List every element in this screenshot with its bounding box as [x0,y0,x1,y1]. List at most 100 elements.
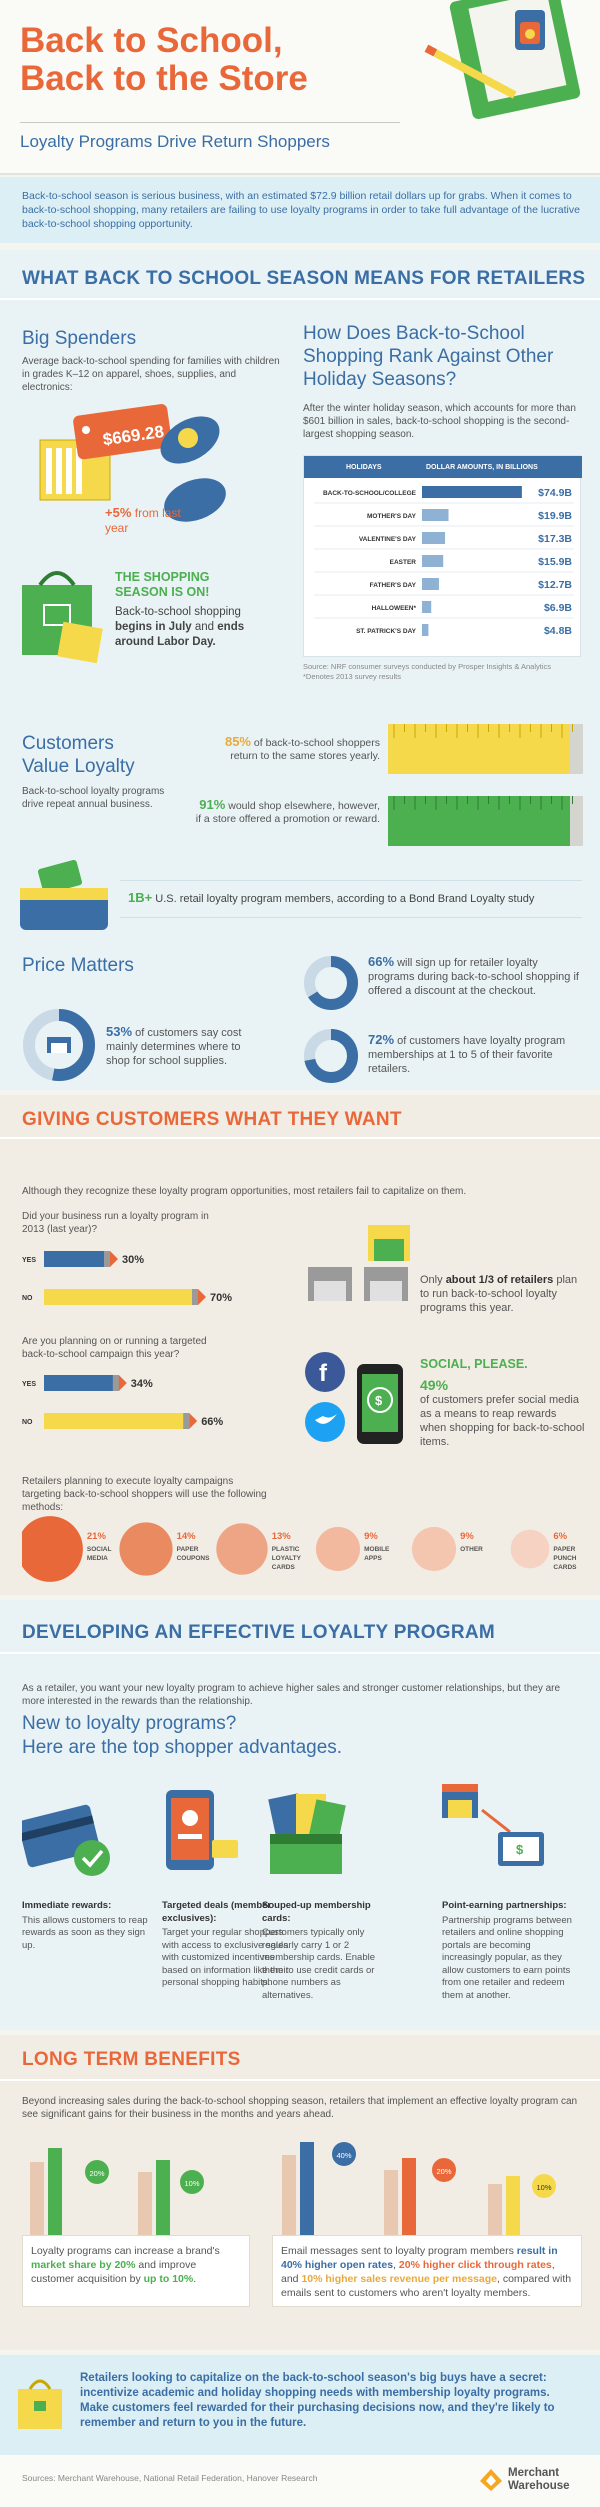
price-stat-1-value: 53% [106,1024,133,1039]
price-stat-3: 72% of customers have loyalty program me… [368,1033,583,1076]
badge-right-40: 40% [336,2151,351,2160]
left-d: up to 10% [143,2273,194,2285]
rank-category-label: BACK-TO-SCHOOL/COLLEGE [323,490,417,497]
donut-66 [304,956,358,1010]
increase-label: from last year [105,506,181,535]
price-heading: Price Matters [22,955,134,976]
pencil-tip [198,1289,206,1305]
method-value: 14% [177,1531,197,1542]
rank-bar [422,578,439,590]
q2-bar-chart: YES 34% NO 66% [22,1375,223,1429]
section-title-giving: GIVING CUSTOMERS WHAT THEY WANT [22,1109,402,1130]
big-spenders-heading: Big Spenders [22,328,137,349]
yes-no-label: NO [22,1295,33,1302]
yes-no-value: 34% [131,1378,153,1390]
intro-band: Back-to-school season is serious busines… [0,177,600,243]
rank-source-1: Source: NRF consumer surveys conducted b… [303,662,552,671]
social-icons: f $ [305,1352,403,1444]
advantage-text: Customers typically only regularly carry… [262,1927,375,2001]
price-stat-2-value: 66% [368,954,395,969]
right-benefit-bars [282,2142,520,2237]
section-developing: DEVELOPING AN EFFECTIVE LOYALTY PROGRAM … [0,1600,600,2030]
logo-icon [480,2469,502,2491]
question-2: Are you planning on or running a targete… [22,1336,207,1360]
loyalty-heading-2: Value Loyalty [22,756,135,777]
section-rule [0,298,600,300]
social-block: SOCIAL, PLEASE. 49% of customers prefer … [420,1357,585,1449]
benefits-intro: Beyond increasing sales during the back-… [22,2096,578,2120]
right-f: 10% higher sales revenue per message [301,2273,497,2285]
shopping-season-heading-2: SEASON IS ON! [115,585,210,599]
price-tag-illustration: $669.28 [39,404,226,522]
rank-value-label: $4.8B [544,625,572,637]
method-bubble [119,1522,173,1576]
left-e: . [193,2273,197,2285]
rank-bar [422,532,446,544]
ruler-ticks [393,724,573,810]
social-text: of customers prefer social media as a me… [420,1394,585,1448]
advantage-item: Souped-up membership cards: Customers typ… [262,1900,382,2002]
methods-intro: Retailers planning to execute loyalty ca… [22,1476,267,1513]
members-stat: 1B+ U.S. retail loyalty program members,… [128,890,534,905]
loyalty-stat-1-text: of back-to-school shoppers return to the… [230,737,380,762]
left-b: market share by 20% [31,2259,136,2271]
badge-left-10: 10% [184,2179,199,2188]
donut-fill [23,1009,95,1081]
pencil-eraser [192,1289,198,1305]
method-label: LOYALTY [272,1555,302,1562]
svg-text:$: $ [375,1393,383,1408]
logo-line2: Warehouse [508,2480,570,2492]
section-rule [0,1652,600,1654]
price-stat-3-text: of customers have loyalty program member… [368,1035,566,1075]
rank-chart-card: HOLIDAYS DOLLAR AMOUNTS, IN BILLIONS BAC… [303,455,582,657]
wallet-icon [20,860,108,930]
method-value: 13% [272,1531,292,1542]
svg-text:f: f [319,1360,328,1387]
rank-value-label: $6.9B [544,602,572,614]
subtitle-rule [20,122,400,123]
section-title-benefits: LONG TERM BENEFITS [22,2049,241,2070]
title-line2: Back to the Store [20,59,308,98]
developing-heading-1: New to loyalty programs? [22,1713,237,1734]
rank-bar [422,486,522,498]
method-label: PUNCH [553,1555,576,1562]
callout-text: Retailers looking to capitalize on the b… [80,2372,555,2429]
shopping-season-heading-1: THE SHOPPING [115,570,210,584]
credit-card-icon [22,1804,110,1876]
donut-53 [23,1009,95,1081]
method-bubble [510,1529,550,1569]
loyalty-stat-2: 91% would shop elsewhere, however, if a … [195,798,380,826]
loyalty-heading: Customers Value Loyalty [22,732,135,778]
yes-no-bar [44,1251,110,1267]
advantage-title: Souped-up membership cards: [262,1900,371,1924]
left-benefit-bars [30,2148,170,2237]
rank-category-label: HALLOWEEN* [372,605,417,612]
method-value: 6% [553,1531,567,1542]
logo-line1: Merchant [508,2467,560,2479]
left-benefit-badges: 20% 10% [85,2160,204,2194]
developing-intro: As a retailer, you want your new loyalty… [22,1683,561,1707]
third-c: plan to run back-to-school loyalty progr… [420,1274,578,1314]
rank-chart-header: HOLIDAYS DOLLAR AMOUNTS, IN BILLIONS [304,456,582,478]
section-rule [0,1137,600,1139]
yes-no-value: 66% [201,1416,223,1428]
rank-value-label: $12.7B [538,579,572,591]
rank-bar [422,555,444,567]
section-giving: GIVING CUSTOMERS WHAT THEY WANT Although… [0,1095,600,1595]
left-c: and improve customer acquisition by [31,2259,197,2285]
rank-value-label: $15.9B [538,556,572,568]
section-benefits: LONG TERM BENEFITS Beyond increasing sal… [0,2035,600,2350]
giving-intro: Although they recognize these loyalty pr… [22,1186,467,1197]
method-label: MOBILE [364,1546,390,1553]
loyalty-stat-1-value: 85% [224,734,251,749]
intro-text: Back-to-school season is serious busines… [22,190,580,230]
partnership-icon: $ [442,1784,544,1866]
price-stat-1: 53% of customers say cost mainly determi… [106,1025,261,1068]
method-label: PLASTIC [272,1546,300,1553]
badge-right-20: 20% [436,2167,451,2176]
method-value: 9% [364,1531,378,1542]
pencil-tip [118,1375,127,1391]
rank-text: After the winter holiday season, which a… [303,403,576,440]
advantage-item: Point-earning partnerships: Partnership p… [442,1900,582,2002]
rank-bar [422,509,449,521]
